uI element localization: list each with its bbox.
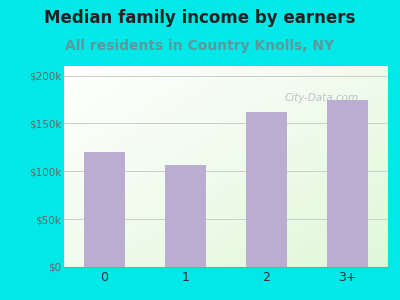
Bar: [327, 100, 368, 267]
Text: City-Data.com: City-Data.com: [284, 93, 358, 103]
Bar: [84, 152, 125, 267]
Bar: [165, 165, 206, 267]
Text: All residents in Country Knolls, NY: All residents in Country Knolls, NY: [66, 39, 334, 53]
Text: Median family income by earners: Median family income by earners: [44, 9, 356, 27]
Bar: [246, 112, 287, 267]
